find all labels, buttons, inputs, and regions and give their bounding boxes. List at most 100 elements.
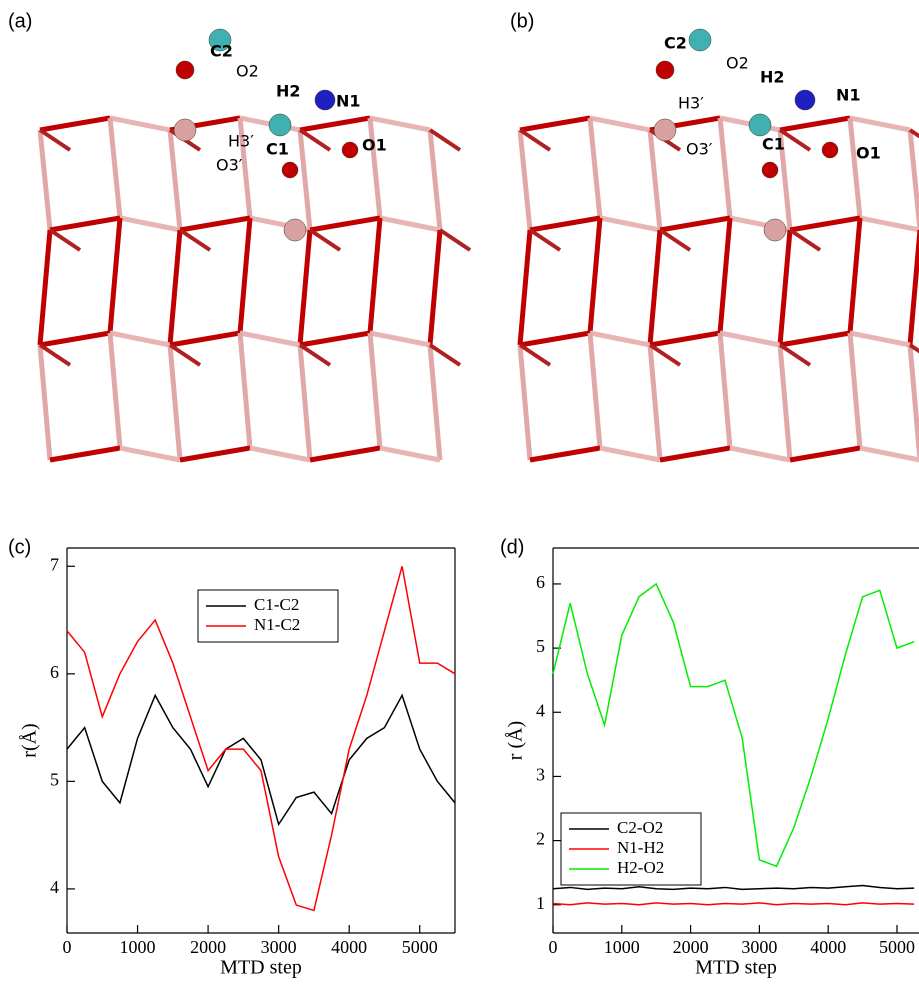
bond xyxy=(300,230,310,345)
bond xyxy=(720,333,730,448)
bond xyxy=(300,345,330,365)
bond xyxy=(650,230,660,345)
legend-label: H2-O2 xyxy=(617,858,664,877)
bond xyxy=(910,230,919,345)
series-line xyxy=(67,695,455,824)
bond xyxy=(40,130,70,150)
bond xyxy=(300,333,370,345)
y-tick-label: 6 xyxy=(50,662,59,682)
bond xyxy=(720,118,730,218)
bond xyxy=(380,448,440,460)
bond xyxy=(850,218,860,333)
bond xyxy=(40,345,50,460)
bond xyxy=(730,448,790,460)
atom-label: H2 xyxy=(276,82,301,101)
y-tick-label: 7 xyxy=(50,554,59,574)
bond xyxy=(110,333,170,345)
bond xyxy=(430,130,440,230)
bond xyxy=(300,130,310,230)
atom xyxy=(656,61,674,79)
atom-label: H3′ xyxy=(678,94,704,113)
y-tick-label: 1 xyxy=(536,893,545,913)
atom xyxy=(176,61,194,79)
structures xyxy=(40,29,919,460)
bond xyxy=(240,333,250,448)
bond xyxy=(110,118,120,218)
atom xyxy=(174,119,196,141)
y-tick-label: 4 xyxy=(50,877,59,897)
bond xyxy=(530,230,560,250)
bond xyxy=(240,218,250,333)
bond xyxy=(370,333,380,448)
x-tick-label: 4000 xyxy=(810,937,846,957)
bond xyxy=(600,218,660,230)
bond xyxy=(430,230,440,345)
bond xyxy=(110,218,120,333)
bond xyxy=(910,345,919,460)
bond xyxy=(650,345,660,460)
panel-label: (b) xyxy=(510,10,534,32)
atom xyxy=(654,119,676,141)
figure: (a) C2 O2 H2 N1 H3′ O3′ C1 O1 (b) C2 O2 … xyxy=(0,0,919,982)
bond xyxy=(300,345,310,460)
series-line xyxy=(553,903,914,905)
bond xyxy=(310,230,340,250)
y-tick-label: 5 xyxy=(50,769,59,789)
bond xyxy=(430,130,460,150)
x-axis-label: MTD step xyxy=(695,957,777,979)
bond xyxy=(50,230,80,250)
bond xyxy=(310,218,380,230)
bond xyxy=(240,333,300,345)
bond xyxy=(40,345,70,365)
panel-label: (c) xyxy=(8,536,31,558)
x-tick-label: 1000 xyxy=(604,937,640,957)
atom xyxy=(689,29,711,51)
bond xyxy=(660,448,730,460)
atom xyxy=(762,162,778,178)
bond xyxy=(850,333,860,448)
bond xyxy=(520,333,590,345)
bond xyxy=(590,333,600,448)
legend-label: N1-H2 xyxy=(617,838,664,857)
series-line xyxy=(553,886,914,890)
bond xyxy=(170,130,180,230)
bond xyxy=(520,130,550,150)
bond xyxy=(660,230,690,250)
bond xyxy=(590,118,600,218)
bond xyxy=(170,345,180,460)
bond xyxy=(590,218,600,333)
bond xyxy=(40,333,110,345)
x-tick-label: 4000 xyxy=(331,937,367,957)
bond xyxy=(180,218,250,230)
atom-label: C1 xyxy=(762,135,785,154)
atom-label: C1 xyxy=(266,140,289,159)
bond xyxy=(850,118,860,218)
atom-label: N1 xyxy=(336,92,361,111)
bond xyxy=(790,448,860,460)
x-tick-label: 3000 xyxy=(261,937,297,957)
bond xyxy=(170,230,180,345)
atom-label: N1 xyxy=(836,86,861,105)
panel-label: (a) xyxy=(8,10,32,32)
bond xyxy=(530,448,600,460)
bond xyxy=(780,230,790,345)
y-tick-label: 2 xyxy=(536,829,545,849)
bond xyxy=(430,345,460,365)
legend-label: C2-O2 xyxy=(617,818,663,837)
x-tick-label: 5000 xyxy=(879,937,915,957)
legend-label: C1-C2 xyxy=(254,595,299,614)
x-tick-label: 0 xyxy=(549,937,558,957)
bond xyxy=(120,448,180,460)
bond xyxy=(40,118,110,130)
bond xyxy=(590,333,650,345)
bond xyxy=(180,448,250,460)
bond xyxy=(600,448,660,460)
bond xyxy=(370,118,430,130)
atom-label: C2 xyxy=(664,34,687,53)
bond xyxy=(650,345,680,365)
bond xyxy=(40,230,50,345)
atom-label: O1 xyxy=(362,136,387,155)
atom xyxy=(269,114,291,136)
bond xyxy=(910,130,919,230)
y-tick-label: 4 xyxy=(536,700,545,720)
